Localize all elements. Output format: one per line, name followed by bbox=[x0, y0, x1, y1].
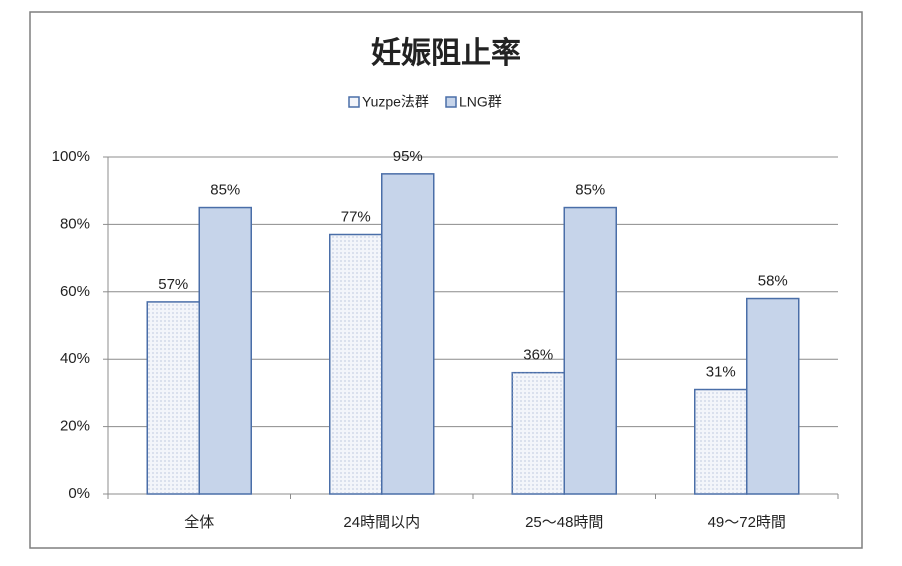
y-tick-label: 40% bbox=[60, 350, 90, 367]
value-label: 57% bbox=[158, 276, 188, 293]
bar bbox=[694, 388, 748, 495]
value-label: 95% bbox=[393, 148, 423, 165]
value-label: 31% bbox=[706, 363, 736, 380]
value-label: 36% bbox=[523, 347, 553, 364]
x-tick-label: 49〜72時間 bbox=[708, 514, 786, 531]
legend-swatch bbox=[348, 96, 360, 108]
bar bbox=[198, 206, 252, 495]
value-label: 58% bbox=[758, 273, 788, 290]
x-tick-label: 全体 bbox=[184, 513, 214, 531]
y-tick-label: 100% bbox=[52, 148, 90, 165]
bar bbox=[146, 301, 200, 495]
y-tick-label: 80% bbox=[60, 215, 90, 232]
bar bbox=[381, 173, 435, 495]
bar bbox=[746, 297, 800, 495]
chart-title: 妊娠阻止率 bbox=[371, 37, 521, 70]
value-label: 85% bbox=[210, 182, 240, 199]
value-label: 85% bbox=[575, 182, 605, 199]
x-tick-label: 25〜48時間 bbox=[525, 514, 603, 531]
legend-label: LNG群 bbox=[459, 94, 502, 110]
bar bbox=[329, 233, 383, 495]
legend-label: Yuzpe法群 bbox=[362, 94, 429, 110]
y-tick-label: 20% bbox=[60, 418, 90, 435]
value-label: 77% bbox=[341, 208, 371, 225]
y-tick-label: 0% bbox=[68, 485, 90, 502]
legend-swatch bbox=[445, 96, 457, 108]
x-tick-label: 24時間以内 bbox=[343, 514, 420, 531]
y-tick-label: 60% bbox=[60, 283, 90, 300]
bar bbox=[563, 206, 617, 495]
bar bbox=[511, 371, 565, 495]
